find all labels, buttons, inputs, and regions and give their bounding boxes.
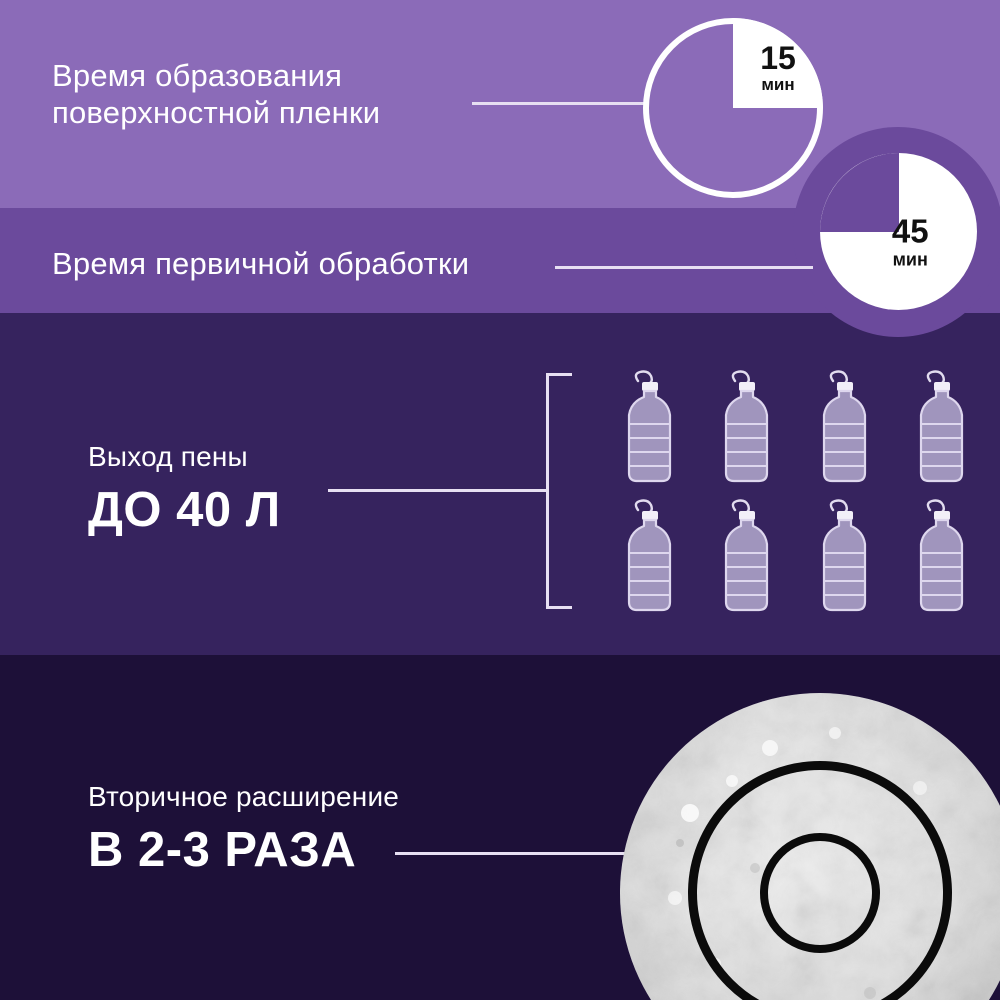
clock-three-quarter-icon: 45 мин: [820, 153, 977, 310]
primary-processing-label: Время первичной обработки: [52, 246, 470, 281]
bracket-arm-top: [546, 373, 572, 376]
clock-three-quarter-text: 45 мин: [892, 214, 929, 268]
clock-unit: мин: [892, 249, 928, 270]
bottle-icon: [893, 497, 991, 618]
bottle-icon: [698, 368, 796, 489]
bracket-arm-bottom: [546, 606, 572, 609]
clock-quarter-text: 15 мин: [733, 22, 823, 112]
bracket-bottles: [546, 373, 572, 609]
clock-number: 15: [760, 39, 796, 76]
foam-circle-icon: [620, 693, 1000, 1000]
bottle-icon: [600, 368, 698, 489]
film-formation-label: Время образования поверхностной пленки: [52, 58, 381, 130]
foam-ring-inner: [760, 833, 880, 953]
foam-yield-value: ДО 40 Л: [88, 483, 281, 537]
foam-ring-outer: [688, 761, 952, 1000]
bottle-icon: [893, 368, 991, 489]
connector-line-film-formation: [472, 102, 648, 105]
clock-quarter-icon: 15 мин: [643, 18, 823, 198]
bottle-icon: [795, 368, 893, 489]
bottle-icon: [795, 497, 893, 618]
secondary-expansion-label: Вторичное расширение: [88, 781, 400, 812]
bottle-icon: [600, 497, 698, 618]
bracket-spine: [546, 373, 549, 609]
clock-unit: мин: [761, 74, 795, 94]
connector-line-foam-yield: [328, 489, 548, 492]
secondary-expansion-value: В 2-3 РАЗА: [88, 823, 357, 877]
connector-line-primary-processing: [555, 266, 813, 269]
bottle-grid: [600, 368, 990, 618]
foam-yield-label: Выход пены: [88, 441, 248, 472]
bottle-icon: [698, 497, 796, 618]
clock-number: 45: [891, 212, 929, 250]
clock-quadrant-cutout: [820, 153, 899, 232]
